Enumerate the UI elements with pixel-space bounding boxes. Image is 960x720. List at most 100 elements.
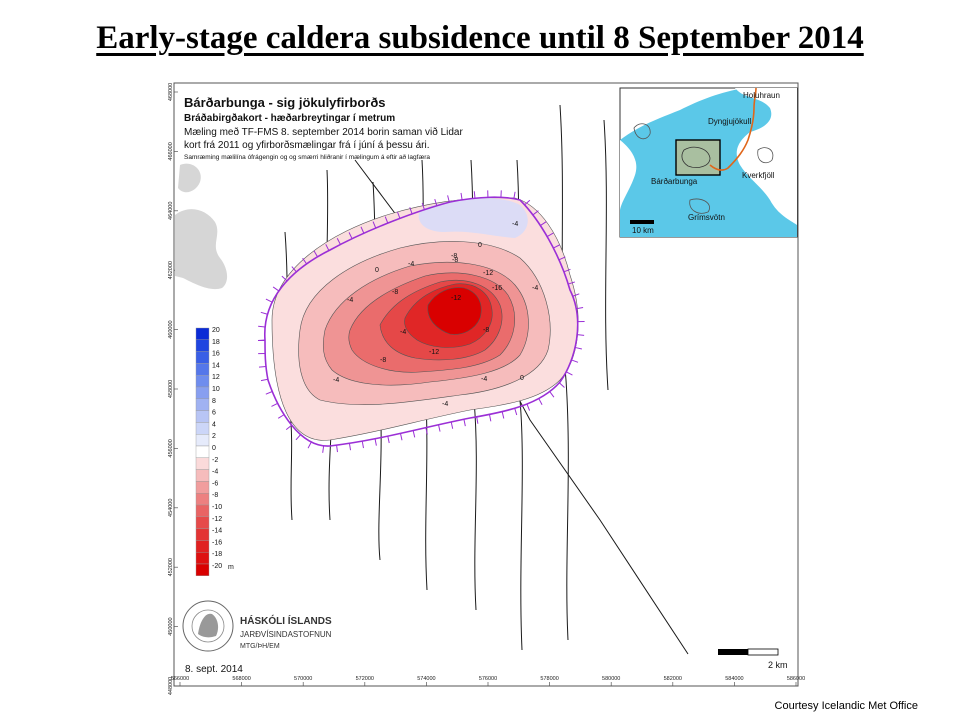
legend-value: -10	[212, 504, 222, 511]
contour-label: -4	[512, 221, 518, 228]
contour-label: -4	[408, 261, 414, 268]
contour-labels: 0 -4 -8 -12 -16 -4 -8 -12 -8 -4 0 -4 -4 0 -4 -8 -4 -12 -8 -…	[333, 221, 538, 408]
inset-label-bardarbunga: Bárðarbunga	[651, 177, 698, 186]
legend-value: 12	[212, 374, 220, 381]
y-tick-label: 466000	[168, 142, 174, 160]
land-area	[175, 209, 228, 290]
institution-authors: MTG/ÞH/EM	[240, 643, 280, 650]
x-tick-label: 576000	[479, 676, 497, 682]
legend-swatch	[195, 434, 210, 447]
map-date: 8. sept. 2014	[185, 664, 243, 675]
y-tick-label: 458000	[168, 380, 174, 398]
x-axis-ticks: 566000 568000 570000 572000 574000 576000 5780…	[171, 676, 805, 686]
y-tick-label: 448000	[168, 677, 174, 695]
contour-label: -8	[452, 257, 458, 264]
legend-swatch	[195, 363, 210, 376]
caldera-boundary	[257, 190, 585, 453]
scale-bar: 2 km	[718, 648, 788, 670]
subsidence-map	[271, 197, 579, 441]
contour-label: 0	[520, 375, 524, 382]
x-tick-label: 568000	[232, 676, 250, 682]
legend-swatch	[195, 327, 210, 341]
x-tick-label: 572000	[356, 676, 374, 682]
x-tick-label: 586000	[787, 676, 805, 682]
x-tick-label: 580000	[602, 676, 620, 682]
y-axis-ticks: 468000 466000 464000 462000 460000 458000 4560…	[168, 83, 178, 695]
contour-label: -12	[451, 295, 461, 302]
legend-value: 6	[212, 410, 216, 417]
legend-value: -14	[212, 528, 222, 535]
contour-label: -12	[483, 270, 493, 277]
x-tick-label: 578000	[540, 676, 558, 682]
contour-label: -8	[392, 289, 398, 296]
y-tick-label: 464000	[168, 202, 174, 220]
contour-label: -4	[333, 377, 339, 384]
inset-map: 10 km Holuhraun Dyngjujökull Bárðarbunga…	[619, 87, 798, 238]
legend-value: -18	[212, 551, 222, 558]
legend-value: 4	[212, 421, 216, 428]
contour-label: -8	[451, 253, 457, 260]
x-tick-label: 566000	[171, 676, 189, 682]
map-description-line-2: kort frá 2011 og yfirborðsmælingar frá í…	[184, 139, 429, 151]
contour-label: -4	[532, 285, 538, 292]
legend-swatch	[195, 339, 210, 352]
contour-label: -4	[347, 297, 353, 304]
legend-value: -2	[212, 457, 218, 464]
legend-value: 0	[212, 445, 216, 452]
legend-swatch	[195, 563, 210, 577]
contour-label: -4	[481, 376, 487, 383]
legend-swatch	[195, 445, 210, 459]
legend-value: 18	[212, 339, 220, 346]
legend-swatch	[195, 504, 210, 518]
y-tick-label: 460000	[168, 320, 174, 338]
legend-swatch	[195, 351, 210, 364]
legend-value: 16	[212, 351, 220, 358]
legend-swatch	[195, 398, 210, 411]
legend-swatch	[195, 375, 210, 388]
legend-value: -4	[212, 469, 218, 476]
legend-swatch	[195, 410, 210, 423]
inset-label-grimsvotn: Grímsvötn	[688, 213, 725, 222]
legend-value: 10	[212, 386, 220, 393]
legend-swatch	[195, 386, 210, 400]
y-tick-label: 450000	[168, 617, 174, 635]
inset-label-kverkfjoll: Kverkfjöll	[742, 171, 775, 180]
inset-area-box	[675, 139, 721, 176]
legend-value: 8	[212, 398, 216, 405]
contour-label: -16	[492, 285, 502, 292]
map-description-line-1: Mæling með TF-FMS 8. september 2014 bori…	[184, 126, 463, 138]
x-tick-label: 574000	[417, 676, 435, 682]
x-tick-label: 584000	[725, 676, 743, 682]
y-tick-label: 456000	[168, 439, 174, 457]
y-tick-label: 452000	[168, 558, 174, 576]
map-description-line-3: Samræming mælilína ófrágengin og og smær…	[184, 153, 430, 161]
legend-value: -20	[212, 563, 222, 570]
contour-label: -4	[442, 401, 448, 408]
legend-swatch	[195, 422, 210, 435]
contour-label: -4	[400, 329, 406, 336]
map-title: Bárðarbunga - sig jökulyfirborðs	[184, 95, 386, 110]
legend-swatch	[195, 457, 210, 470]
legend-value: -8	[212, 492, 218, 499]
y-tick-label: 462000	[168, 261, 174, 279]
inset-label-holuhraun: Holuhraun	[743, 91, 780, 100]
x-tick-label: 582000	[664, 676, 682, 682]
land-area-small	[178, 163, 201, 193]
legend-unit: m	[228, 564, 234, 571]
contour-label: -8	[380, 357, 386, 364]
contour-label: -8	[483, 327, 489, 334]
map-subtitle: Bráðabirgðakort - hæðarbreytingar í metr…	[184, 112, 395, 124]
legend-swatch	[195, 481, 210, 494]
legend-swatch	[195, 540, 210, 553]
institution-block: HÁSKÓLI ÍSLANDS JARÐVÍSINDASTOFNUN MTG/Þ…	[182, 600, 332, 652]
scale-bar-label: 2 km	[768, 660, 788, 670]
contour-label: 0	[478, 242, 482, 249]
legend-value: -6	[212, 480, 218, 487]
y-tick-label: 454000	[168, 499, 174, 517]
x-tick-label: 570000	[294, 676, 312, 682]
legend-swatch	[195, 552, 210, 565]
legend-value: 20	[212, 327, 220, 334]
dike-route	[709, 87, 757, 171]
institution-dept: JARÐVÍSINDASTOFNUN	[240, 630, 332, 639]
